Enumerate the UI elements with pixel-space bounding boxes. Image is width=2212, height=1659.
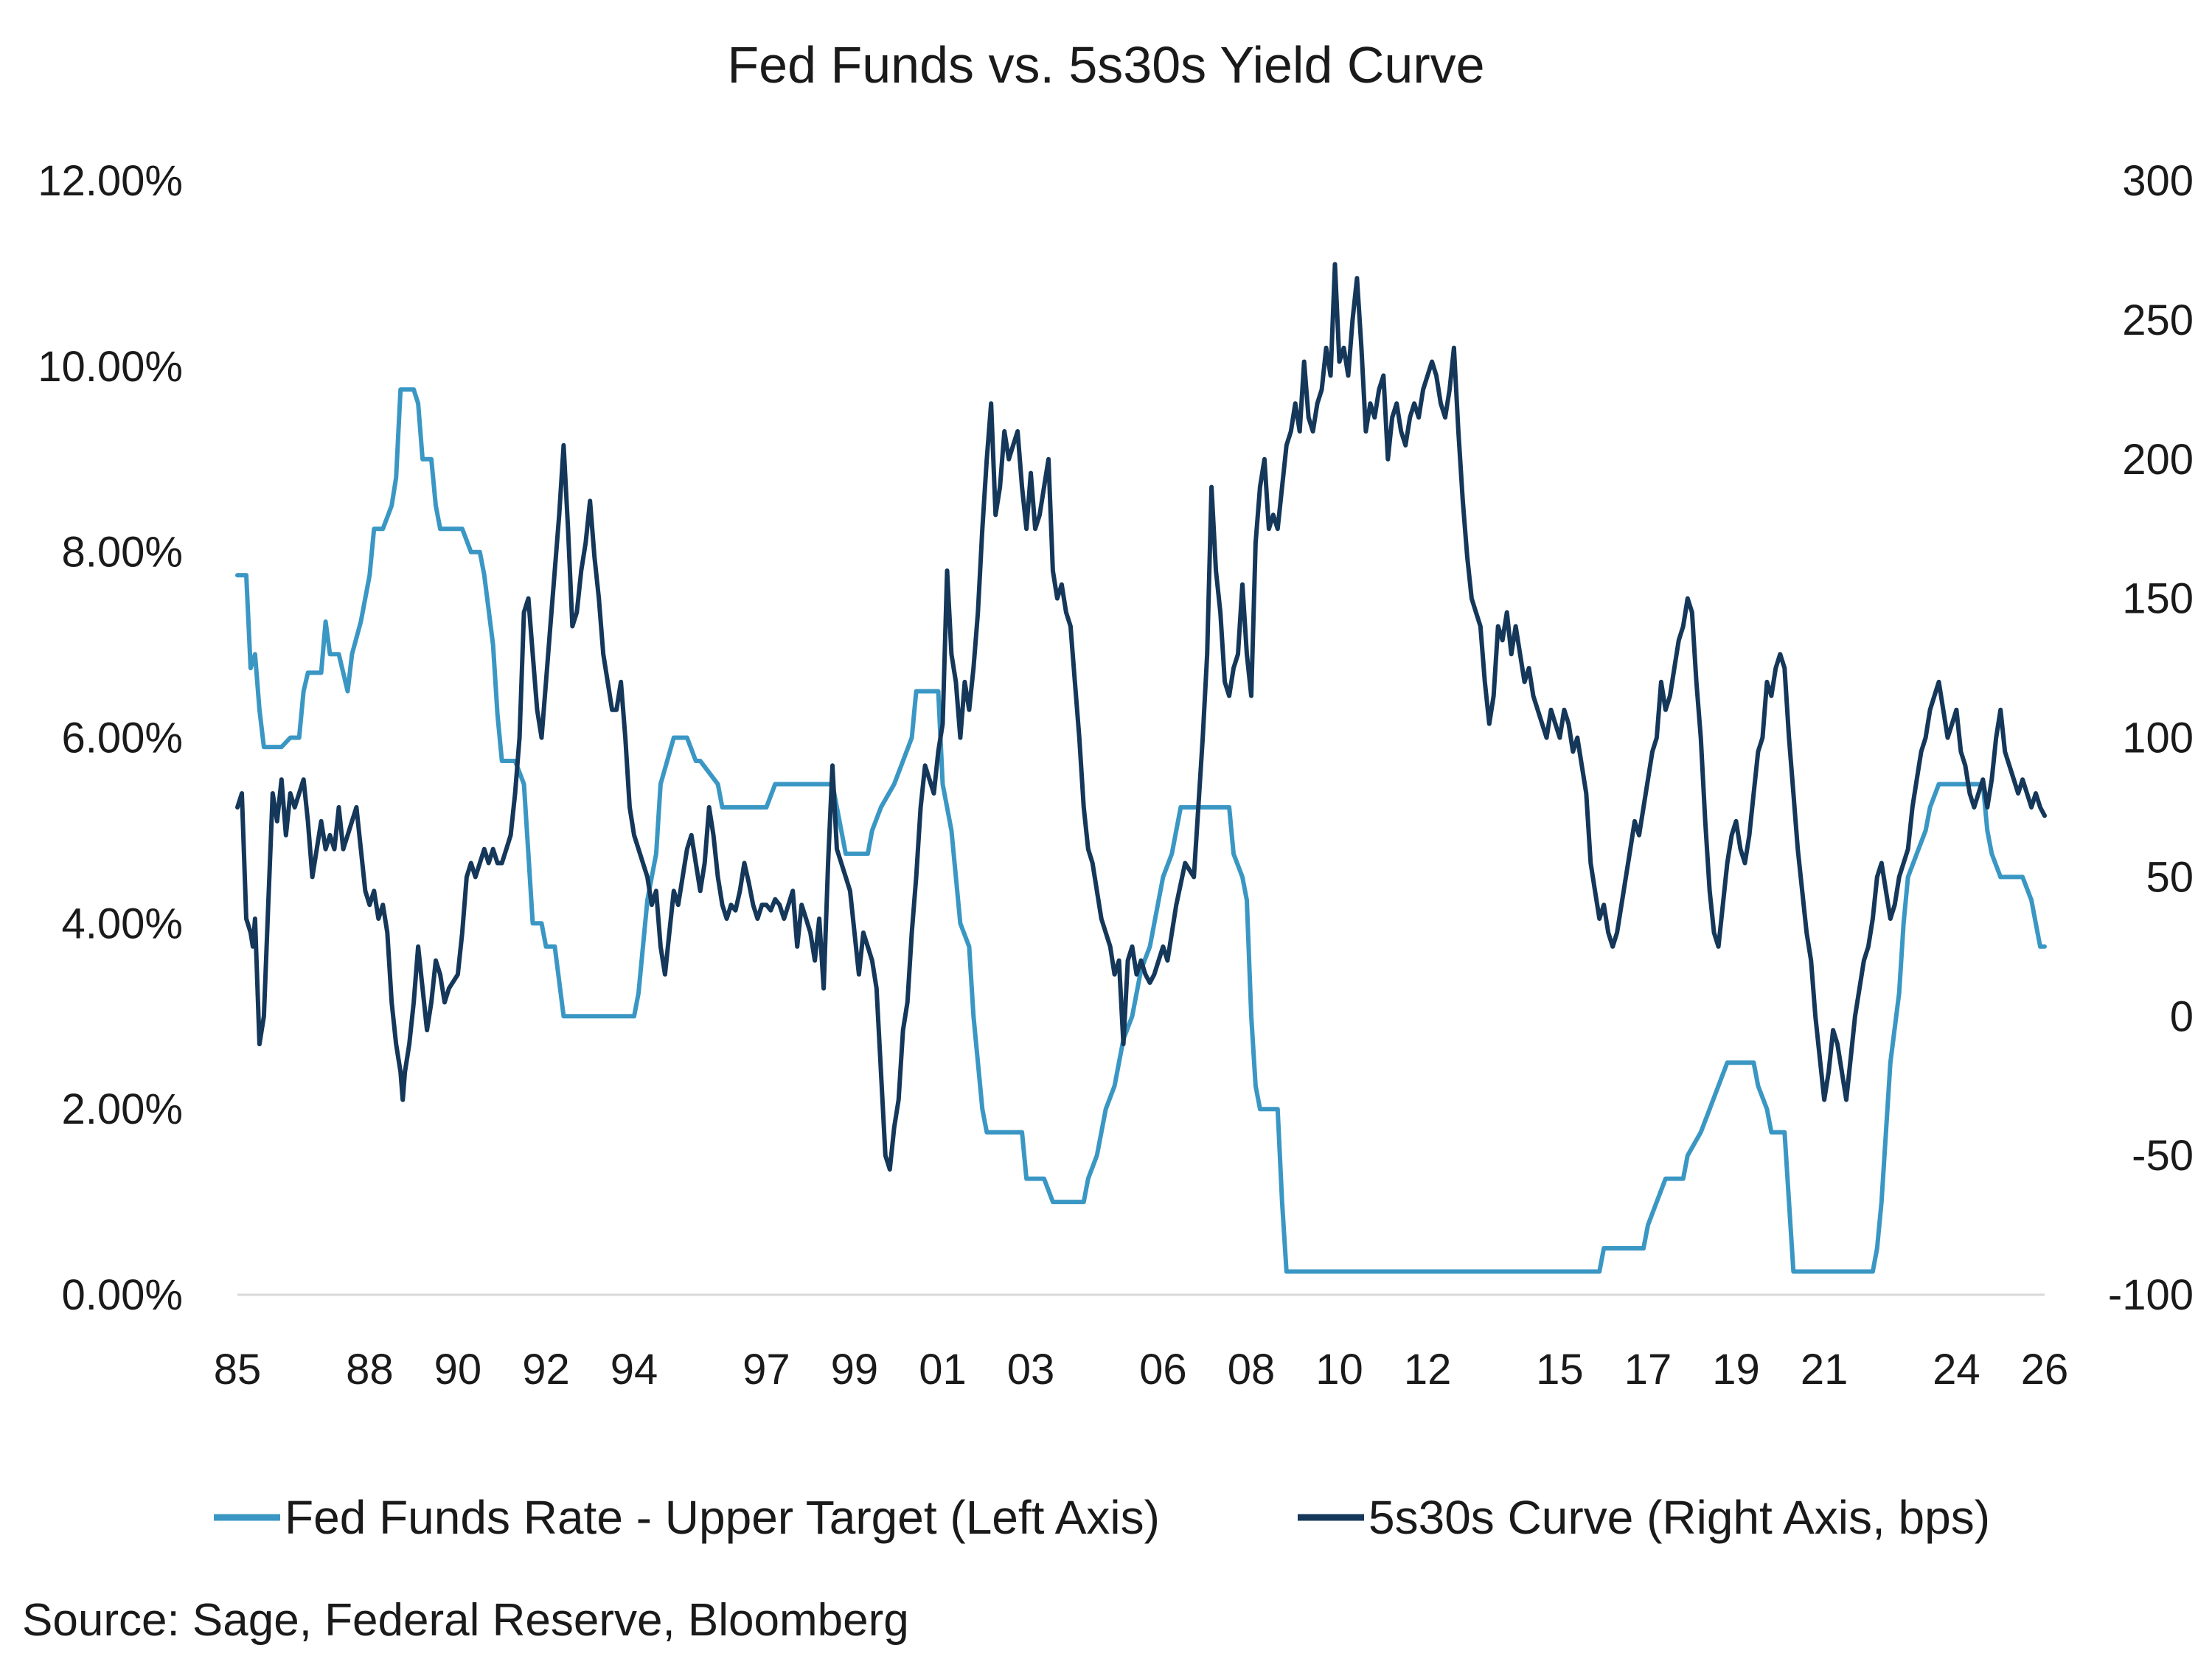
x-tick-label: 94	[611, 1346, 658, 1394]
x-tick-label: 01	[919, 1346, 967, 1394]
chart-title: Fed Funds vs. 5s30s Yield Curve	[727, 36, 1484, 94]
x-tick-label: 88	[346, 1346, 394, 1394]
right-axis-ticks: -100 -50 0 50 100 150 200 250 300	[2108, 157, 2194, 1319]
legend-label-5s30s: 5s30s Curve (Right Axis, bps)	[1368, 1491, 1990, 1544]
left-tick-label: 12.00%	[38, 157, 183, 205]
x-tick-label: 12	[1404, 1346, 1452, 1394]
right-tick-label: -100	[2108, 1271, 2194, 1319]
source-note: Source: Sage, Federal Reserve, Bloomberg	[22, 1595, 909, 1646]
right-tick-label: 100	[2122, 714, 2194, 762]
left-tick-label: 10.00%	[38, 343, 183, 391]
legend-label-fed-funds: Fed Funds Rate - Upper Target (Left Axis…	[285, 1491, 1160, 1544]
x-tick-label: 92	[522, 1346, 570, 1394]
x-tick-label: 08	[1228, 1346, 1276, 1394]
x-tick-label: 26	[2021, 1346, 2069, 1394]
left-tick-label: 8.00%	[62, 529, 183, 577]
x-tick-label: 97	[742, 1346, 790, 1394]
right-tick-label: 200	[2122, 436, 2194, 484]
x-tick-label: 17	[1624, 1346, 1672, 1394]
right-tick-label: 50	[2146, 853, 2194, 901]
curve-5s30s-line	[235, 262, 2047, 1172]
x-tick-label: 24	[1933, 1346, 1980, 1394]
x-tick-label: 19	[1712, 1346, 1760, 1394]
right-tick-label: 300	[2122, 157, 2194, 205]
left-tick-label: 4.00%	[62, 900, 183, 947]
x-tick-label: 99	[831, 1346, 879, 1394]
x-tick-label: 10	[1315, 1346, 1363, 1394]
x-tick-label: 15	[1536, 1346, 1584, 1394]
series-layer	[235, 262, 2047, 1274]
x-tick-label: 06	[1139, 1346, 1187, 1394]
fed-funds-line	[235, 387, 2047, 1274]
left-tick-label: 0.00%	[62, 1271, 183, 1319]
x-tick-label: 90	[434, 1346, 482, 1394]
legend: Fed Funds Rate - Upper Target (Left Axis…	[214, 1491, 1990, 1544]
x-tick-label: 85	[214, 1346, 262, 1394]
right-tick-label: 150	[2122, 575, 2194, 623]
right-tick-label: -50	[2132, 1132, 2194, 1180]
right-tick-label: 0	[2170, 992, 2194, 1040]
x-axis-ticks: 85 88 90 92 94 97 99 01 03 06 08 10 12 15 17 19 21 24 26	[214, 1346, 2069, 1394]
left-tick-label: 2.00%	[62, 1085, 183, 1133]
right-tick-label: 250	[2122, 296, 2194, 344]
left-tick-label: 6.00%	[62, 714, 183, 762]
left-axis-ticks: 0.00% 2.00% 4.00% 6.00% 8.00% 10.00% 12.00%	[38, 157, 183, 1319]
x-tick-label: 03	[1007, 1346, 1055, 1394]
x-tick-label: 21	[1801, 1346, 1848, 1394]
